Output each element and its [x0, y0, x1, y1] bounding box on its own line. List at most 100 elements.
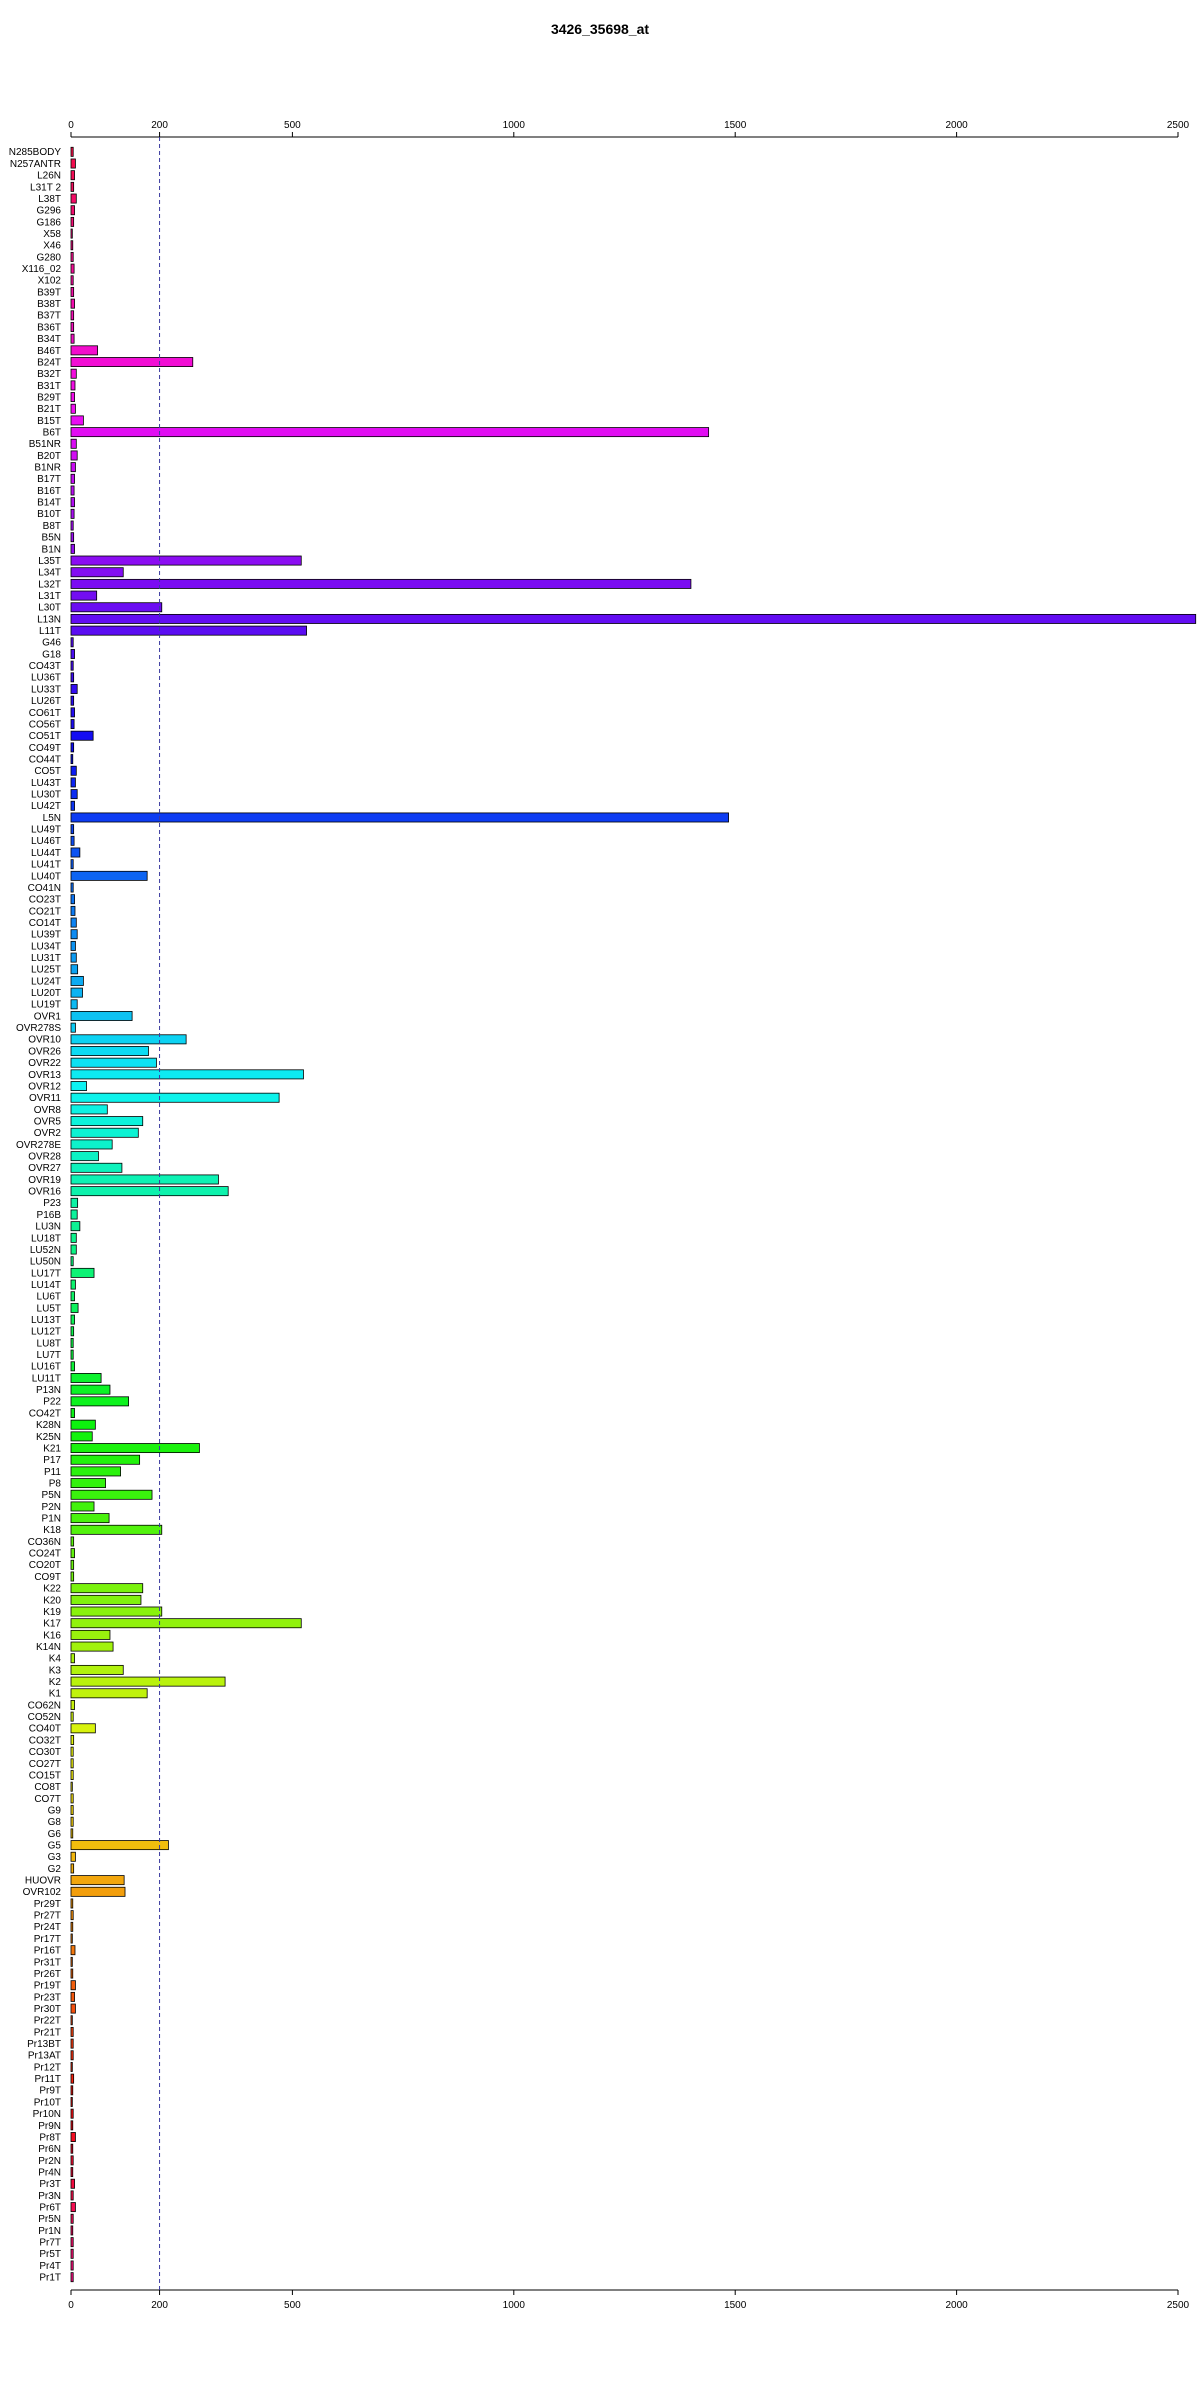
category-label: LU33T: [31, 684, 61, 695]
category-label: Pr11T: [35, 2074, 62, 2085]
category-label: P11: [44, 1467, 61, 1478]
bar: [70, 1326, 75, 1337]
bar: [70, 1162, 123, 1173]
bar: [70, 1396, 129, 1407]
category-label: Pr5N: [38, 2214, 61, 2225]
category-label: P13N: [36, 1385, 61, 1396]
category-label: OVR22: [28, 1058, 61, 1069]
category-label: Pr6T: [39, 2203, 61, 2214]
category-label: B31T: [37, 381, 61, 392]
category-label: OVR26: [28, 1046, 61, 1057]
category-label: P1N: [42, 1514, 61, 1525]
bar: [70, 146, 74, 157]
bar: [70, 473, 75, 484]
bar: [70, 485, 75, 496]
category-label: B21T: [37, 404, 61, 415]
bar: [70, 310, 75, 321]
bar: [70, 275, 74, 286]
bar: [70, 789, 78, 800]
bar: [70, 1945, 76, 1956]
bar: [70, 1980, 76, 1991]
category-label: OVR12: [28, 1081, 61, 1092]
category-label: OVR2: [34, 1128, 62, 1139]
category-label: Pr31T: [34, 1957, 61, 1968]
bar: [70, 684, 78, 694]
category-label: LU49T: [31, 825, 61, 836]
top-tick-label: 0: [68, 120, 74, 131]
category-label: OVR10: [28, 1035, 61, 1046]
category-label: P23: [43, 1198, 61, 1209]
bar: [70, 1302, 79, 1313]
bar: [70, 380, 76, 391]
bar: [70, 1104, 108, 1115]
bar: [70, 1968, 74, 1979]
category-label: B1NR: [34, 463, 61, 474]
bar: [70, 1548, 75, 1559]
category-label: G280: [37, 252, 62, 263]
bar: [70, 1664, 124, 1675]
bar: [70, 1174, 219, 1185]
bar: [70, 1711, 74, 1722]
bar: [70, 2202, 76, 2213]
bar: [70, 777, 76, 788]
bar: [70, 1618, 302, 1629]
bar: [70, 1349, 74, 1360]
category-label: Pr24T: [34, 1922, 61, 1933]
bar: [70, 1700, 75, 1710]
category-label: P17: [43, 1455, 61, 1466]
bar: [70, 263, 75, 274]
category-label: Pr5T: [39, 2249, 61, 2260]
category-label: Pr19T: [34, 1981, 61, 1992]
bar: [70, 170, 75, 181]
category-label: P22: [43, 1397, 61, 1408]
bar: [70, 1536, 75, 1547]
bar: [70, 929, 78, 940]
category-label: CO51T: [29, 731, 61, 742]
bar: [70, 1057, 157, 1068]
bar: [70, 1022, 76, 1033]
bar: [70, 1828, 74, 1839]
bar: [70, 1151, 99, 1162]
category-label: CO5T: [34, 766, 61, 777]
category-label: LU39T: [31, 930, 61, 941]
bar: [70, 287, 75, 297]
category-label: LU14T: [31, 1280, 61, 1291]
category-label: Pr13BT: [27, 2039, 61, 2050]
category-label: LU43T: [31, 778, 61, 789]
bar: [70, 1805, 74, 1816]
bar: [70, 1921, 74, 1932]
category-label: OVR27: [28, 1163, 61, 1174]
category-label: L13N: [37, 614, 61, 625]
bottom-tick-label: 0: [68, 2300, 74, 2311]
category-label: CO40T: [29, 1724, 61, 1735]
bar: [70, 543, 75, 554]
top-tick-label: 1000: [503, 120, 526, 131]
category-label: OVR28: [28, 1152, 61, 1163]
bar: [70, 2132, 76, 2142]
bar: [70, 1419, 96, 1430]
category-label: LU16T: [31, 1362, 61, 1373]
category-label: B16T: [37, 486, 61, 497]
bar: [70, 2015, 73, 2026]
category-label: LU46T: [31, 836, 61, 847]
bar: [70, 625, 307, 636]
bar: [70, 322, 75, 332]
bar: [70, 1559, 75, 1570]
category-label: L32T: [38, 579, 61, 590]
category-label: K20: [43, 1595, 61, 1606]
bar: [70, 1046, 149, 1056]
category-label: LU17T: [31, 1268, 61, 1279]
bar: [70, 450, 78, 461]
category-label: LU11T: [32, 1373, 61, 1384]
category-label: Pr4N: [38, 2167, 61, 2178]
bar: [70, 1524, 163, 1535]
bar: [70, 987, 83, 998]
category-label: B38T: [37, 299, 61, 310]
bar: [70, 1735, 75, 1745]
category-label: L26N: [37, 171, 61, 182]
bar: [70, 1092, 280, 1103]
bar: [70, 251, 74, 262]
category-label: Pr13AT: [28, 2051, 61, 2062]
bar: [70, 2167, 74, 2178]
bar: [70, 1431, 93, 1442]
